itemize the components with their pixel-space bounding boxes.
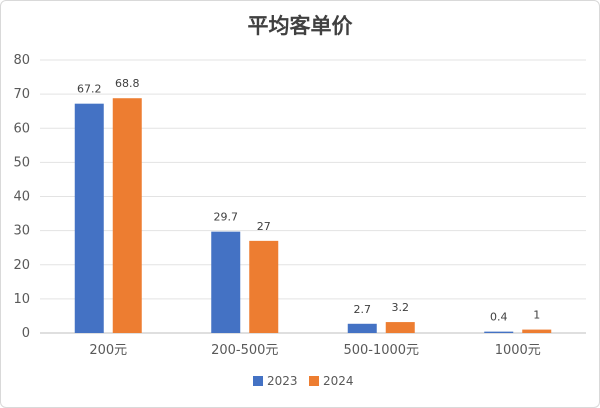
data-label: 1 bbox=[533, 309, 540, 322]
bar-2023-4 bbox=[484, 331, 514, 333]
bar-2024-1 bbox=[112, 98, 142, 333]
y-tick-label: 30 bbox=[13, 224, 30, 239]
data-labels: 67.2 68.8 29.7 27 2.7 3.2 0.4 1 bbox=[77, 77, 540, 323]
y-tick-label: 80 bbox=[13, 53, 30, 68]
bars bbox=[74, 98, 552, 334]
y-axis-ticks: 0 10 20 30 40 50 60 70 80 bbox=[13, 53, 30, 341]
data-label: 2.7 bbox=[354, 303, 372, 316]
x-tick-label: 200-500元 bbox=[211, 343, 278, 358]
legend-label: 2024 bbox=[323, 374, 354, 388]
data-label: 68.8 bbox=[115, 77, 140, 90]
x-tick-label: 200元 bbox=[89, 343, 127, 358]
y-tick-label: 70 bbox=[13, 87, 30, 102]
data-label: 3.2 bbox=[392, 301, 410, 314]
bar-2024-3 bbox=[385, 322, 415, 333]
data-label: 67.2 bbox=[77, 83, 102, 96]
y-tick-label: 40 bbox=[13, 190, 30, 205]
y-tick-label: 20 bbox=[13, 258, 30, 273]
legend-label: 2023 bbox=[267, 374, 298, 388]
bar-2024-2 bbox=[249, 240, 279, 333]
y-tick-label: 60 bbox=[13, 121, 30, 136]
y-tick-label: 10 bbox=[13, 292, 30, 307]
chart-title: 平均客单价 bbox=[247, 13, 353, 38]
y-tick-label: 50 bbox=[13, 155, 30, 170]
x-axis-ticks: 200元 200-500元 500-1000元 1000元 bbox=[89, 343, 540, 358]
data-label: 29.7 bbox=[214, 211, 239, 224]
bar-2024-4 bbox=[522, 329, 552, 333]
legend-swatch bbox=[309, 376, 319, 386]
x-tick-label: 1000元 bbox=[495, 343, 541, 358]
data-label: 27 bbox=[257, 220, 271, 233]
bar-2023-1 bbox=[74, 103, 104, 334]
data-label: 0.4 bbox=[490, 311, 508, 324]
bar-2023-3 bbox=[347, 323, 377, 333]
legend: 2023 2024 bbox=[253, 374, 354, 388]
x-tick-label: 500-1000元 bbox=[343, 343, 419, 358]
bar-2023-2 bbox=[211, 231, 241, 333]
y-tick-label: 0 bbox=[22, 326, 30, 341]
legend-swatch bbox=[253, 376, 263, 386]
